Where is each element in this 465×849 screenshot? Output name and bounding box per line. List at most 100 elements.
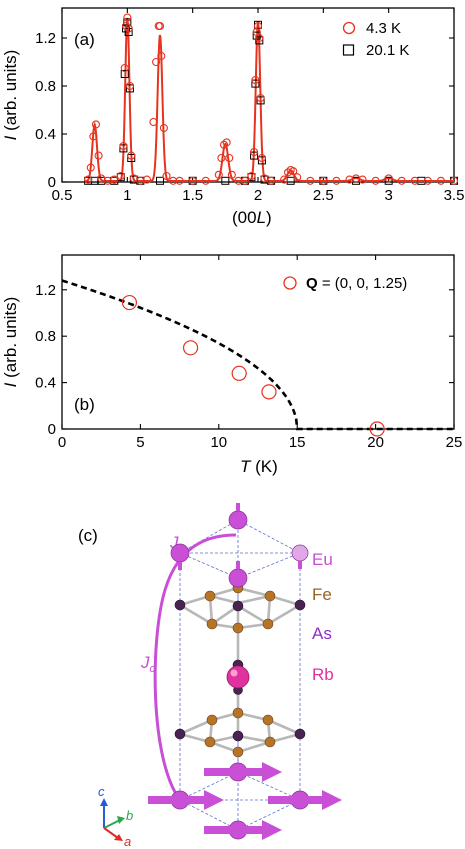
point-4K xyxy=(250,147,259,157)
point-20K xyxy=(256,96,265,105)
point-20K xyxy=(251,79,260,88)
point-4K xyxy=(247,171,256,181)
point-Q xyxy=(121,294,138,311)
point-4K xyxy=(280,175,289,184)
point-20K xyxy=(257,156,266,165)
point-20K xyxy=(255,36,264,45)
legend-marker-20K xyxy=(342,44,355,56)
legend-marker-Q xyxy=(283,276,297,290)
point-4K xyxy=(86,163,95,172)
point-4K xyxy=(162,171,171,181)
point-4K xyxy=(240,176,249,185)
panel-b: 0 5 10 15 20 25 0 0.4 0.8 1.2 (b) Q = (0, 0, 1.25… xyxy=(1,254,462,476)
x-tick-label: 3.5 xyxy=(444,187,465,204)
rb-atom xyxy=(226,665,250,689)
x-tick-label: 2 xyxy=(254,187,262,204)
point-4K xyxy=(84,175,93,184)
point-4K xyxy=(155,21,165,31)
point-4K xyxy=(255,33,264,43)
panel-b-label: (b) xyxy=(74,395,95,414)
panel-b-fit-curve xyxy=(61,279,454,431)
point-4K xyxy=(125,81,134,91)
panel-b-xlabel: T (K) xyxy=(240,457,278,476)
point-4K xyxy=(142,175,151,184)
x-tick-label: 0 xyxy=(58,434,66,451)
panel-b-series xyxy=(121,294,385,437)
point-4K xyxy=(159,123,168,133)
point-20K xyxy=(127,154,136,162)
point-20K xyxy=(384,176,393,185)
crystal-axes: c b a xyxy=(98,784,133,849)
point-4K xyxy=(257,153,266,163)
point-4K xyxy=(123,13,132,22)
point-4K xyxy=(436,176,445,185)
point-Q xyxy=(231,365,247,381)
legend-fe: Fe xyxy=(312,585,332,604)
y-tick-label: 0.4 xyxy=(35,375,56,392)
panel-b-ticks: 0 5 10 15 20 25 0 0.4 0.8 1.2 xyxy=(35,255,462,451)
point-20K xyxy=(286,176,295,185)
spin-arrows xyxy=(148,762,342,840)
exchange-path-j1-jc xyxy=(153,533,237,801)
point-4K xyxy=(157,51,166,61)
panel-a-series-4K xyxy=(84,13,459,185)
point-4K xyxy=(201,176,210,185)
x-tick-label: 3 xyxy=(384,187,392,204)
axis-label-b: b xyxy=(126,808,133,823)
x-tick-label: 20 xyxy=(367,434,384,451)
point-4K xyxy=(397,176,406,185)
eu-atoms-top xyxy=(170,503,309,588)
point-4K xyxy=(256,93,265,103)
panel-a-label: (a) xyxy=(74,30,95,49)
legend-label-4K: 4.3 K xyxy=(366,20,401,37)
panel-b-frame xyxy=(61,254,455,430)
point-4K xyxy=(306,176,315,185)
point-20K xyxy=(252,31,261,40)
panel-c-structure: (c) J1 Jc xyxy=(78,503,342,849)
y-tick-label: 0.8 xyxy=(35,78,56,95)
point-4K xyxy=(120,63,129,73)
point-4K xyxy=(410,176,419,185)
point-4K xyxy=(284,168,293,177)
legend-rb: Rb xyxy=(312,665,334,684)
point-4K xyxy=(152,57,161,67)
point-4K xyxy=(371,176,380,185)
y-tick-label: 0.4 xyxy=(35,126,56,143)
y-tick-label: 1.2 xyxy=(35,30,56,47)
x-tick-label: 15 xyxy=(289,434,306,451)
x-tick-label: 1 xyxy=(123,187,131,204)
panel-b-ylabel: I (arb. units) xyxy=(1,297,20,388)
point-20K xyxy=(90,176,99,185)
x-tick-label: 25 xyxy=(446,434,463,451)
legend-eu: Eu xyxy=(312,550,333,569)
point-4K xyxy=(121,21,131,31)
point-4K xyxy=(188,176,197,185)
point-20K xyxy=(221,176,230,185)
point-4K xyxy=(293,173,302,182)
point-Q xyxy=(182,340,199,356)
fe-atoms xyxy=(204,582,276,758)
point-20K xyxy=(119,144,128,153)
y-tick-label: 0 xyxy=(48,421,56,438)
panel-b-legend: Q = (0, 0, 1.25) xyxy=(283,275,407,292)
legend-label-20K: 20.1 K xyxy=(366,42,409,59)
point-4K xyxy=(94,151,103,160)
point-4K xyxy=(423,176,432,185)
point-4K xyxy=(319,176,328,185)
point-20K xyxy=(156,176,164,185)
point-4K xyxy=(289,167,298,176)
panel-a-xlabel: (00L) xyxy=(232,208,272,227)
point-4K xyxy=(127,151,136,160)
point-4K xyxy=(449,176,459,185)
panel-a-ylabel: I (arb. units) xyxy=(1,50,20,141)
point-4K xyxy=(222,138,231,147)
legend-label-Q: Q = (0, 0, 1.25) xyxy=(306,275,407,292)
point-4K xyxy=(267,176,276,185)
point-4K xyxy=(91,120,101,129)
y-tick-label: 0.8 xyxy=(35,328,56,345)
point-4K xyxy=(358,175,367,184)
point-4K xyxy=(149,117,158,127)
axis-label-c: c xyxy=(98,784,105,799)
panel-a: 0.5 1 1.5 2 2.5 3 3.5 0 0.4 0.8 1.2 (a) 4.3 K 20.1… xyxy=(1,7,465,227)
